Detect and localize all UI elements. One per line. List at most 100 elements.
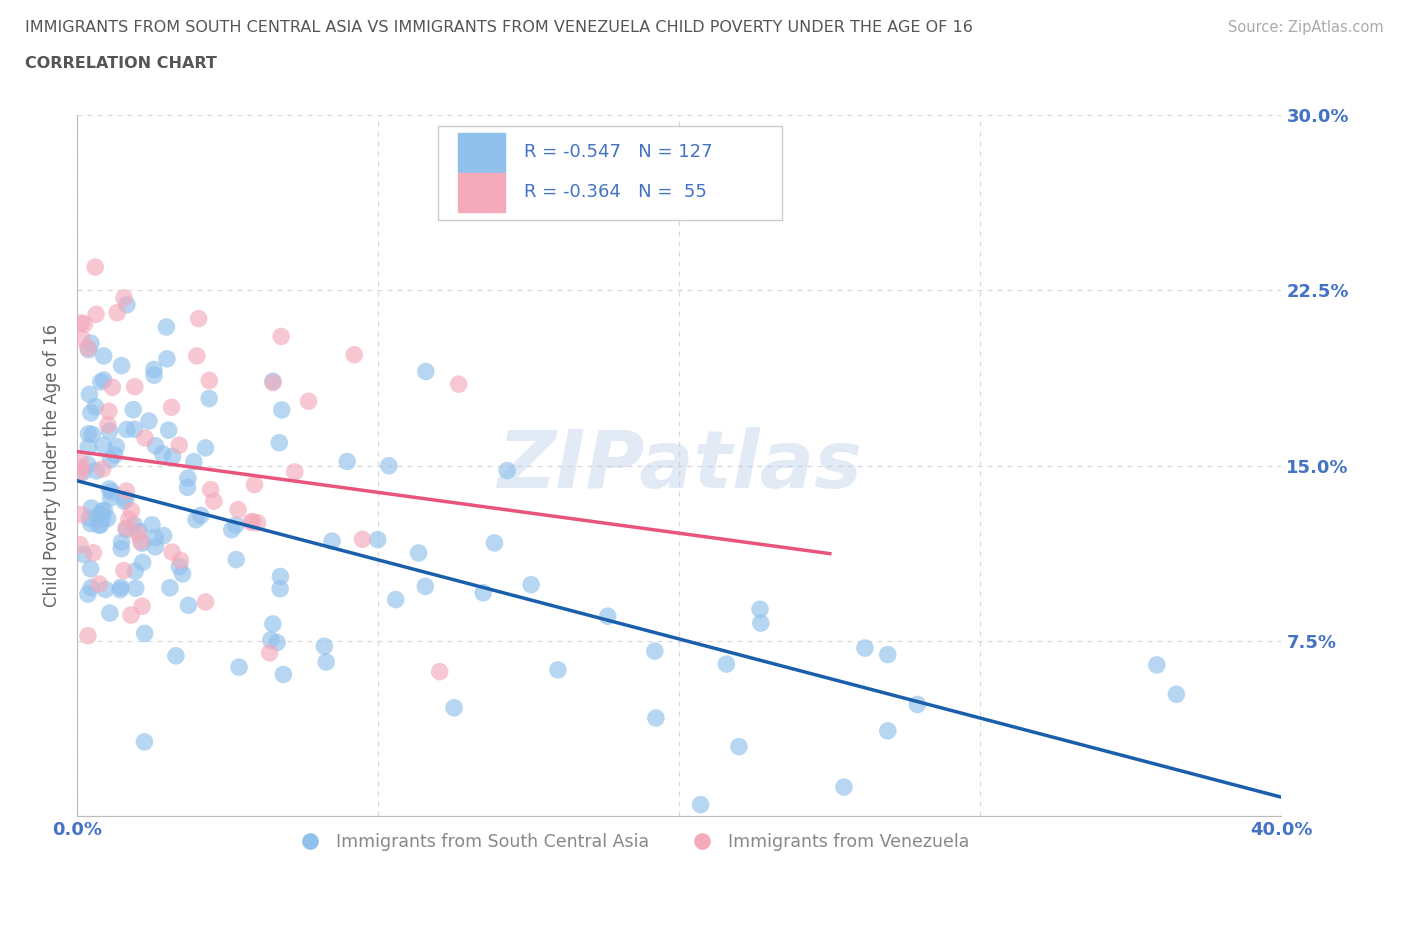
Point — [266, 635, 288, 650]
Point — [73, 316, 96, 331]
Point — [876, 724, 898, 738]
Point — [262, 375, 284, 390]
Point — [832, 779, 855, 794]
Point — [97, 404, 120, 418]
Point — [413, 579, 436, 594]
Point — [110, 580, 132, 595]
Point — [122, 517, 145, 532]
Point — [1146, 658, 1168, 672]
Point — [98, 482, 121, 497]
Y-axis label: Child Poverty Under the Age of 16: Child Poverty Under the Age of 16 — [44, 324, 60, 607]
Point — [82, 545, 104, 560]
Point — [77, 629, 100, 644]
Text: ZIPatlas: ZIPatlas — [496, 427, 862, 505]
Point — [225, 518, 247, 533]
Point — [124, 379, 146, 394]
FancyBboxPatch shape — [458, 172, 505, 212]
Point — [596, 609, 619, 624]
Point — [72, 547, 94, 562]
Point — [228, 659, 250, 674]
Point — [314, 639, 336, 654]
Point — [177, 598, 200, 613]
Point — [72, 465, 94, 480]
Point — [336, 454, 359, 469]
Point — [183, 454, 205, 469]
Point — [202, 494, 225, 509]
Point — [70, 331, 93, 346]
Point — [125, 580, 148, 595]
Point — [142, 362, 165, 377]
Point — [415, 364, 437, 379]
Point — [110, 358, 132, 373]
Point — [131, 599, 153, 614]
Point — [271, 667, 294, 682]
Point — [82, 427, 104, 442]
Point — [143, 367, 166, 382]
Point — [131, 536, 153, 551]
Point — [84, 259, 107, 274]
Point — [118, 512, 141, 526]
Point — [93, 349, 115, 364]
Point — [100, 490, 122, 505]
Point — [120, 607, 142, 622]
Point — [124, 564, 146, 578]
Point — [105, 439, 128, 454]
Point — [270, 403, 292, 418]
Legend: Immigrants from South Central Asia, Immigrants from Venezuela: Immigrants from South Central Asia, Immi… — [287, 826, 976, 858]
Point — [91, 461, 114, 476]
Point — [728, 739, 751, 754]
Point — [143, 530, 166, 545]
Point — [98, 605, 121, 620]
Point — [120, 503, 142, 518]
Point — [69, 538, 91, 552]
Point — [143, 539, 166, 554]
Point — [152, 446, 174, 461]
Point — [134, 735, 156, 750]
Point — [367, 532, 389, 547]
Point — [246, 515, 269, 530]
Point — [169, 438, 191, 453]
Point — [69, 507, 91, 522]
Point — [853, 641, 876, 656]
FancyBboxPatch shape — [439, 126, 782, 220]
Point — [190, 508, 212, 523]
Point — [262, 374, 284, 389]
Point — [644, 644, 666, 658]
Point — [79, 511, 101, 525]
Point — [408, 546, 430, 561]
Point — [112, 564, 135, 578]
Point — [315, 655, 337, 670]
Point — [84, 307, 107, 322]
Point — [225, 552, 247, 567]
Point — [79, 562, 101, 577]
Point — [90, 375, 112, 390]
Point — [200, 483, 222, 498]
Point — [90, 518, 112, 533]
Text: CORRELATION CHART: CORRELATION CHART — [25, 56, 217, 71]
Point — [128, 525, 150, 539]
Point — [80, 405, 103, 420]
Point — [115, 522, 138, 537]
Point — [80, 500, 103, 515]
Point — [520, 578, 543, 592]
Point — [716, 657, 738, 671]
Point — [876, 647, 898, 662]
Point — [186, 349, 208, 364]
Point — [127, 526, 149, 541]
Point — [152, 528, 174, 543]
Point — [270, 329, 292, 344]
Point — [122, 402, 145, 417]
Point — [93, 503, 115, 518]
Point — [86, 463, 108, 478]
Point — [160, 400, 183, 415]
Point — [187, 312, 209, 326]
Point — [242, 514, 264, 529]
Point — [447, 377, 470, 392]
Point — [134, 626, 156, 641]
Point — [260, 632, 283, 647]
Point — [97, 418, 120, 432]
Point — [98, 423, 121, 438]
Point — [94, 582, 117, 597]
Point — [93, 438, 115, 453]
Point — [108, 582, 131, 597]
